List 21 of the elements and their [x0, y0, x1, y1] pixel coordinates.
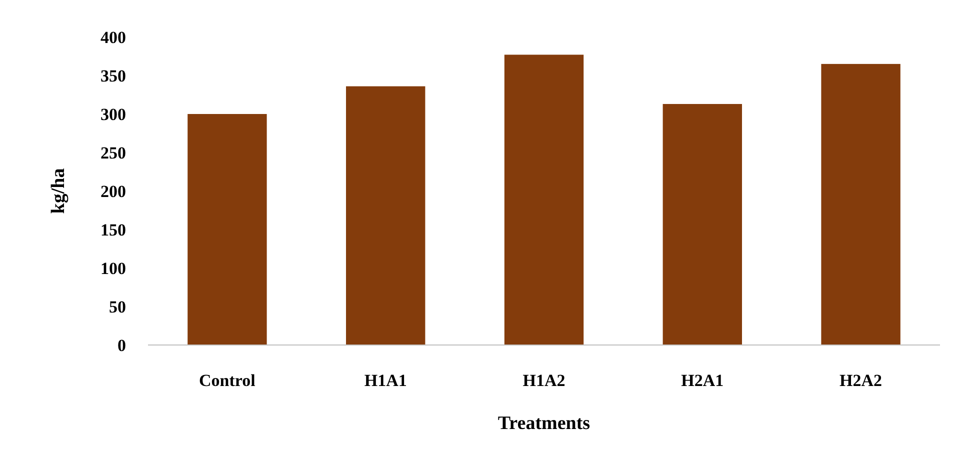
- x-tick-label: H2A2: [840, 371, 882, 390]
- y-tick-label: 150: [100, 220, 126, 240]
- y-tick-label: 100: [100, 258, 126, 278]
- y-tick-label: 0: [118, 336, 126, 355]
- y-tick-label: 300: [100, 104, 126, 124]
- x-axis-title: Treatments: [498, 413, 590, 434]
- y-tick-label: 50: [109, 297, 126, 316]
- bar: [504, 54, 584, 345]
- bar: [662, 104, 742, 345]
- y-tick-label: 400: [100, 28, 126, 47]
- y-axis-title: kg/ha: [48, 168, 69, 214]
- bar: [188, 114, 267, 345]
- x-tick-label: H2A1: [681, 371, 724, 390]
- bar: [346, 86, 426, 345]
- y-tick-label: 200: [100, 182, 126, 201]
- x-tick-label: H1A2: [522, 371, 566, 390]
- x-tick-label: H1A1: [364, 371, 407, 390]
- y-tick-label: 350: [100, 66, 126, 86]
- bar: [821, 64, 900, 345]
- x-tick-label: Control: [199, 371, 256, 390]
- y-tick-label: 250: [100, 143, 126, 162]
